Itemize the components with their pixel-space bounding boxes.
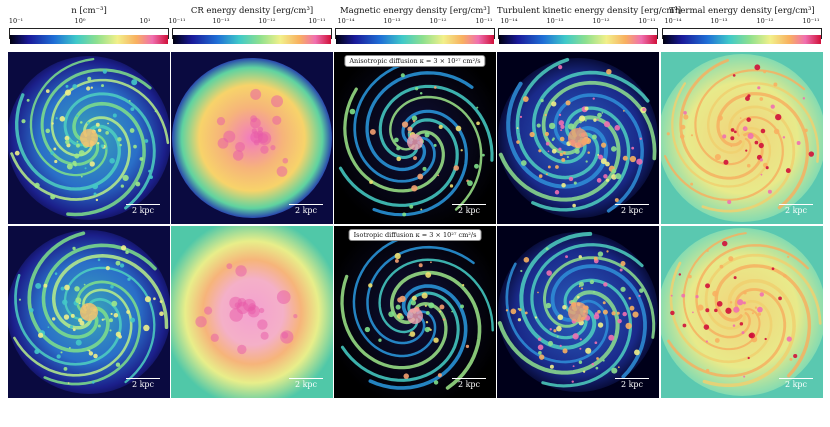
scale-bar: 2 kpc: [779, 203, 813, 215]
panel-thermal-row2: 2 kpc: [661, 226, 823, 398]
scale-bar: 2 kpc: [452, 377, 486, 389]
panel-turbulent-row2: 2 kpc: [497, 226, 659, 398]
colorbar-tick-label: 10⁰: [74, 17, 86, 25]
scale-bar: 2 kpc: [289, 203, 323, 215]
colorbar-tick-label: 10⁻¹³: [212, 17, 230, 25]
scale-bar-label: 2 kpc: [294, 206, 318, 215]
colorbar-tick-label: 10⁻¹²: [429, 17, 447, 25]
scale-bar-label: 2 kpc: [784, 206, 808, 215]
colorbar-tick-label: 10⁻¹³: [710, 17, 728, 25]
panel-cr-row1: 2 kpc: [171, 52, 333, 224]
panel-cr-row2: 2 kpc: [171, 226, 333, 398]
colorbar-ticks: 10⁻¹¹ 10⁻¹³ 10⁻¹² 10⁻¹¹: [168, 17, 333, 27]
colorbar-tick-label: 10⁻¹²: [258, 17, 276, 25]
colorbar-ticks: 10⁻¹⁴ 10⁻¹³ 10⁻¹² 10⁻¹¹: [661, 17, 823, 27]
scale-bar-label: 2 kpc: [620, 380, 644, 389]
colorbar-title: Magnetic energy density [erg/cm³]: [339, 6, 491, 16]
colorbar-tick-label: 10⁻¹¹: [475, 17, 493, 25]
colorbar-tick-label: 10⁻¹¹: [168, 17, 186, 25]
colorbar-title: Turbulent kinetic energy density [erg/cm…: [497, 6, 682, 16]
scale-bar: 2 kpc: [452, 203, 486, 215]
colorbar-ticks: 10⁻¹⁴ 10⁻¹³ 10⁻¹² 10⁻¹¹: [334, 17, 496, 27]
colorbar: [498, 28, 658, 44]
colorbar-ticks: 10⁻¹ 10⁰ 10¹: [8, 17, 170, 27]
scale-bar-label: 2 kpc: [457, 206, 481, 215]
scale-bar: 2 kpc: [126, 377, 160, 389]
row-label: Isotropic diffusion κ = 3 × 10²⁷ cm²/s: [348, 229, 482, 241]
colorbar-ticks: 10⁻¹⁴ 10⁻¹³ 10⁻¹² 10⁻¹¹: [497, 17, 659, 27]
scale-bar: 2 kpc: [615, 377, 649, 389]
scale-bar: 2 kpc: [126, 203, 160, 215]
panel-thermal-row1: 2 kpc: [661, 52, 823, 224]
colorbar-tick-label: 10⁻¹²: [592, 17, 610, 25]
panel-density-row2: 2 kpc: [8, 226, 170, 398]
panel-magnetic-row2: Isotropic diffusion κ = 3 × 10²⁷ cm²/s 2 …: [334, 226, 496, 398]
colorbar-tick-label: 10⁻¹⁴: [337, 17, 355, 25]
colorbar: [9, 28, 169, 44]
colorbar-tick-label: 10⁻¹¹: [308, 17, 326, 25]
panel-density-row1: 2 kpc: [8, 52, 170, 224]
colorbar-tick-label: 10⁻¹²: [756, 17, 774, 25]
scale-bar: 2 kpc: [289, 377, 323, 389]
panel-turbulent-row1: 2 kpc: [497, 52, 659, 224]
colorbar-tick-label: 10⁻¹³: [546, 17, 564, 25]
scale-bar-label: 2 kpc: [784, 380, 808, 389]
colorbar-tick-label: 10⁻¹⁴: [500, 17, 518, 25]
row-label: Anisotropic diffusion κ = 3 × 10²⁷ cm²/s: [344, 55, 486, 67]
scale-bar: 2 kpc: [779, 377, 813, 389]
scale-bar-label: 2 kpc: [457, 380, 481, 389]
colorbar: [335, 28, 495, 44]
colorbar-tick-label: 10⁻¹⁴: [664, 17, 682, 25]
scale-bar: 2 kpc: [615, 203, 649, 215]
colorbar: [172, 28, 332, 44]
colorbar-tick-label: 10⁻¹¹: [802, 17, 820, 25]
colorbar-title: Thermal energy density [erg/cm³]: [669, 6, 815, 16]
colorbar-title: n [cm⁻³]: [71, 6, 107, 16]
scale-bar-label: 2 kpc: [620, 206, 644, 215]
colorbar-title: CR energy density [erg/cm³]: [190, 6, 314, 16]
scale-bar-label: 2 kpc: [131, 380, 155, 389]
colorbar-tick-label: 10¹: [139, 17, 151, 25]
scale-bar-label: 2 kpc: [294, 380, 318, 389]
colorbar: [662, 28, 822, 44]
colorbar-tick-label: 10⁻¹³: [383, 17, 401, 25]
panel-magnetic-row1: Anisotropic diffusion κ = 3 × 10²⁷ cm²/s…: [334, 52, 496, 224]
colorbar-tick-label: 10⁻¹¹: [638, 17, 656, 25]
scale-bar-label: 2 kpc: [131, 206, 155, 215]
colorbar-tick-label: 10⁻¹: [8, 17, 24, 25]
